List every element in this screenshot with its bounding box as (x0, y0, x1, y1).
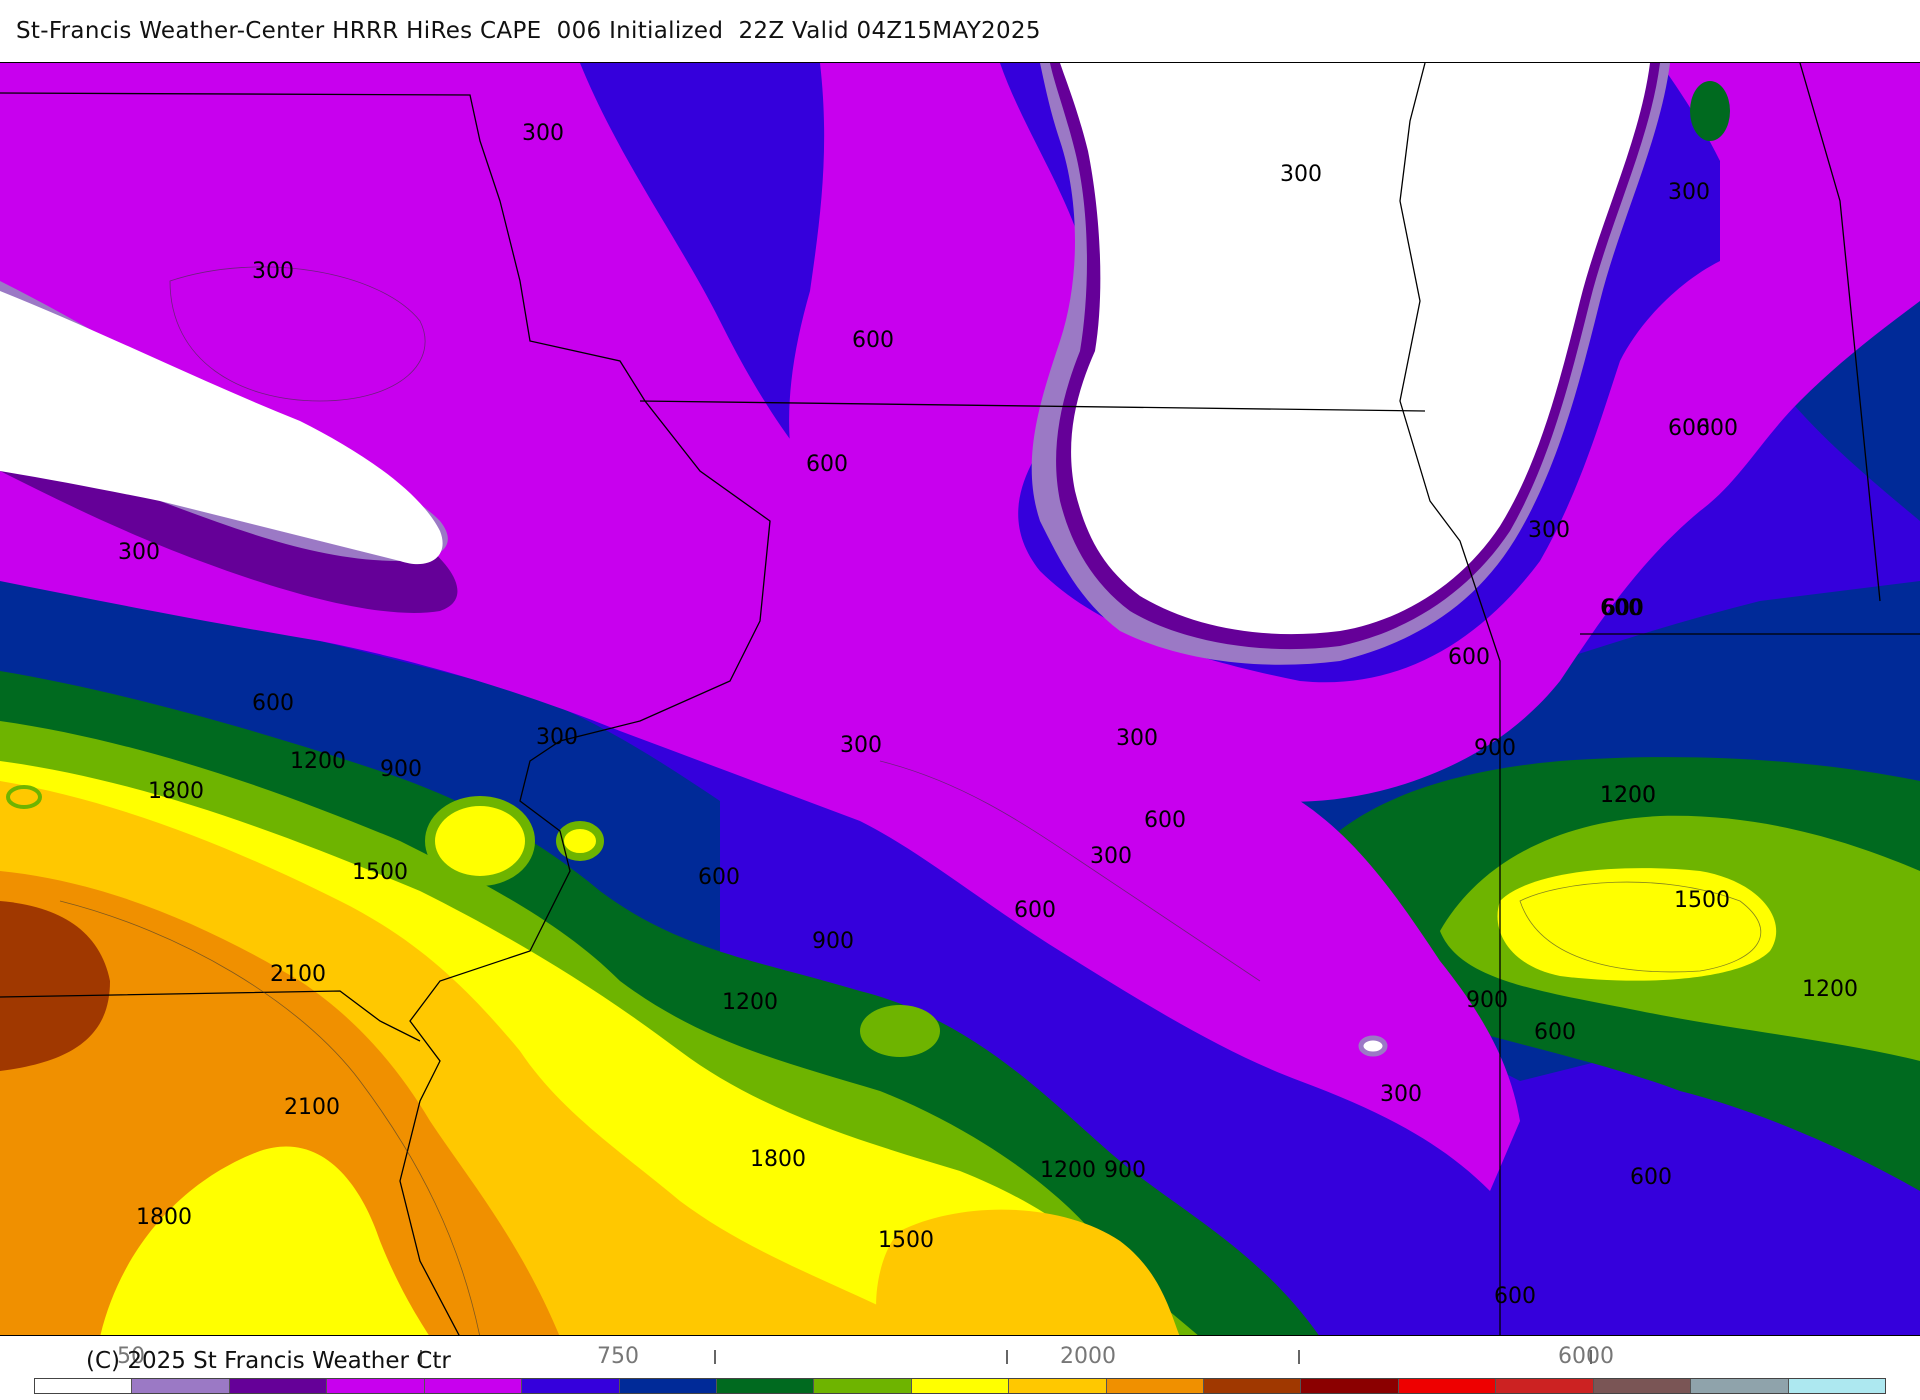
contour-label: 300 (1116, 726, 1158, 751)
contour-label: 900 (380, 757, 422, 782)
legend-tick-mark (1590, 1350, 1592, 1364)
cape-zero-west (0, 291, 443, 565)
legend-swatch (1204, 1379, 1302, 1393)
cape-fill-300-north (789, 63, 1920, 802)
contour-labels: 300 300 300 600 600 300 600 300 300 300 … (118, 121, 1858, 1309)
contour-label: 600 (1600, 596, 1642, 621)
contour-label: 300 (1380, 1082, 1422, 1107)
contour-label: 1500 (878, 1228, 934, 1253)
contour-label: 900 (812, 929, 854, 954)
cape-map-svg: 300 300 300 600 600 300 600 300 300 300 … (0, 63, 1920, 1335)
contour-label: 600 (1696, 416, 1738, 441)
legend-colorbar (34, 1378, 1886, 1394)
contour-label: 900 (1466, 988, 1508, 1013)
contour-label: 300 (1280, 162, 1322, 187)
map-title: St-Francis Weather-Center HRRR HiRes CAP… (16, 18, 1041, 44)
contour-label: 600 (1668, 416, 1710, 441)
contour-label: 1200 (1600, 783, 1656, 808)
legend-swatch (522, 1379, 620, 1393)
contour-label: 600 (1630, 1165, 1672, 1190)
contour-label: 300 (840, 733, 882, 758)
contour-label: 600 (252, 691, 294, 716)
contour-label: 1200 (1040, 1158, 1096, 1183)
legend-tick-label: 50 (117, 1344, 145, 1369)
legend-tick-mark (1298, 1350, 1300, 1364)
legend-swatch (1496, 1379, 1594, 1393)
copyright-text: (C) 2025 St Francis Weather Ctr (86, 1348, 451, 1374)
title-bar: St-Francis Weather-Center HRRR HiRes CAP… (0, 0, 1920, 62)
legend-swatch (424, 1379, 523, 1393)
contour-label: 1200 (1600, 783, 1656, 808)
legend-tick-mark (714, 1350, 716, 1364)
legend-swatch (1106, 1379, 1205, 1393)
contour-label: 1800 (136, 1205, 192, 1230)
contour-label: 600 (806, 452, 848, 477)
contour-label: 300 (1528, 518, 1570, 543)
legend-swatch (1009, 1379, 1107, 1393)
legend-swatch (911, 1379, 1010, 1393)
contour-label: 300 (252, 259, 294, 284)
legend-swatch (619, 1379, 717, 1393)
legend-swatch (327, 1379, 425, 1393)
cape-spot-green-ne (1690, 81, 1730, 141)
contour-label: 1800 (750, 1147, 806, 1172)
cape-spot-yellow-2 (425, 796, 535, 886)
contour-label: 600 (1534, 1020, 1576, 1045)
legend-swatch (229, 1379, 328, 1393)
contour-label: 900 (1474, 736, 1516, 761)
cape-fill-1800-sw (100, 1146, 429, 1335)
cape-zero-north (1060, 63, 1650, 635)
legend-tick-label: 6000 (1558, 1344, 1614, 1369)
contour-label: 600 (1602, 596, 1644, 621)
contour-label: 1500 (352, 860, 408, 885)
contour-label: 300 (1668, 180, 1710, 205)
legend-swatch (716, 1379, 815, 1393)
cape-fill-2400 (0, 871, 560, 1335)
contour-label: 600 (1144, 808, 1186, 833)
legend-swatch (1301, 1379, 1399, 1393)
contour-label: 900 (1104, 1158, 1146, 1183)
legend-swatch (35, 1379, 133, 1393)
contour-label: 300 (522, 121, 564, 146)
color-legend: (C) 2025 St Francis Weather Ctr 50 750 2… (0, 1336, 1920, 1400)
cape-spot-gold (6, 785, 42, 809)
contour-label: 600 (1014, 898, 1056, 923)
contour-label: 2100 (270, 962, 326, 987)
cape-spot-green (860, 1005, 940, 1057)
cape-fill-2100-south (876, 1209, 1180, 1335)
contour-label: 300 (1090, 844, 1132, 869)
legend-swatch (1691, 1379, 1789, 1393)
contour-label: 2100 (284, 1095, 340, 1120)
contour-label: 1200 (290, 749, 346, 774)
legend-swatch (814, 1379, 912, 1393)
legend-tick-mark (1006, 1350, 1008, 1364)
legend-swatch (1398, 1379, 1497, 1393)
legend-swatch (1593, 1379, 1692, 1393)
contour-label: 600 (1448, 645, 1490, 670)
cape-fill-300-west (0, 63, 1520, 1191)
contour-label: 300 (536, 725, 578, 750)
state-boundaries (0, 63, 1920, 1335)
legend-tick-label: 750 (597, 1344, 639, 1369)
legend-tick-label: 2000 (1060, 1344, 1116, 1369)
cape-fill-1800-east (1497, 868, 1777, 981)
contour-label: 1200 (722, 990, 778, 1015)
legend-tick-mark (420, 1350, 422, 1364)
legend-swatch (132, 1379, 230, 1393)
cape-map: 300 300 300 600 600 300 600 300 300 300 … (0, 62, 1920, 1336)
contour-label: 600 (852, 328, 894, 353)
cape-spot-yellow (556, 821, 604, 861)
contour-label: 1800 (148, 779, 204, 804)
contour-label: 1500 (1674, 888, 1730, 913)
contour-label: 300 (118, 540, 160, 565)
legend-swatch (1788, 1379, 1886, 1393)
contour-label: 600 (1494, 1284, 1536, 1309)
cape-contour-lines (59, 266, 1762, 1335)
contour-label: 1200 (1802, 977, 1858, 1002)
cape-fill-max (0, 901, 110, 1071)
contour-label: 600 (698, 865, 740, 890)
cape-spot-white (1358, 1035, 1388, 1057)
